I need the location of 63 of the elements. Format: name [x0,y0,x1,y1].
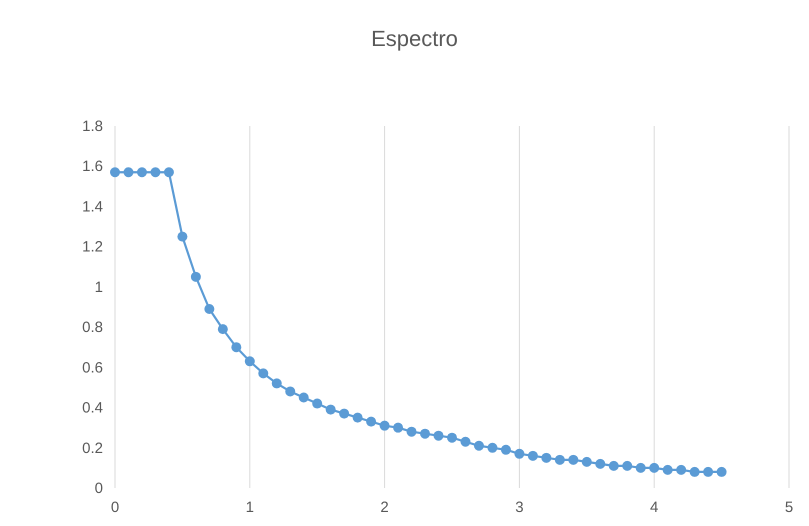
point [177,232,188,242]
point [487,442,498,453]
point [662,464,673,475]
point [554,454,565,465]
point [244,356,255,366]
point [272,378,282,388]
point [204,304,214,314]
point [460,436,470,447]
y-tick-label: 0.8 [82,319,103,336]
point [352,412,363,423]
point [568,454,578,465]
point [434,430,444,441]
point [312,398,322,409]
point [150,167,160,178]
point [582,456,592,467]
x-tick-label: 4 [650,499,658,516]
point [164,167,174,178]
point [703,466,714,477]
point [690,466,700,477]
point [676,464,686,475]
x-tick-label: 1 [246,499,254,516]
y-tick-label: 1.2 [82,238,103,256]
point [420,428,430,439]
y-tick-label: 1.4 [82,198,103,216]
point [298,392,309,402]
y-tick-label: 0.6 [82,359,103,376]
point [636,462,646,473]
point [716,466,727,477]
y-tick-label: 0.2 [82,440,103,457]
x-tick-label: 0 [110,499,120,516]
point [190,272,201,282]
point [514,448,524,459]
point [136,167,147,178]
point [258,368,268,378]
point [285,386,296,396]
point [326,404,336,415]
point [393,422,404,433]
point [406,426,417,437]
point [595,458,606,469]
point [541,452,552,463]
point [231,342,242,352]
point [622,460,632,471]
point [110,167,120,178]
y-tick-label: 1 [94,278,103,296]
chart-title: Espectro [371,26,458,51]
point [608,460,619,471]
point [123,167,134,178]
point [474,440,484,451]
point [649,462,660,473]
x-tick-label: 5 [784,499,794,516]
point [500,444,511,455]
x-tick-label: 2 [380,499,389,516]
point [447,432,457,443]
y-tick-label: 0.4 [82,400,103,417]
point [218,324,228,334]
point [339,408,350,419]
point [380,420,390,431]
point [528,450,538,461]
y-tick-label: 0 [94,480,103,497]
y-tick-label: 1.6 [82,158,103,176]
y-tick-label: 1.8 [82,118,103,135]
x-tick-label: 3 [515,499,524,516]
point [366,416,376,427]
